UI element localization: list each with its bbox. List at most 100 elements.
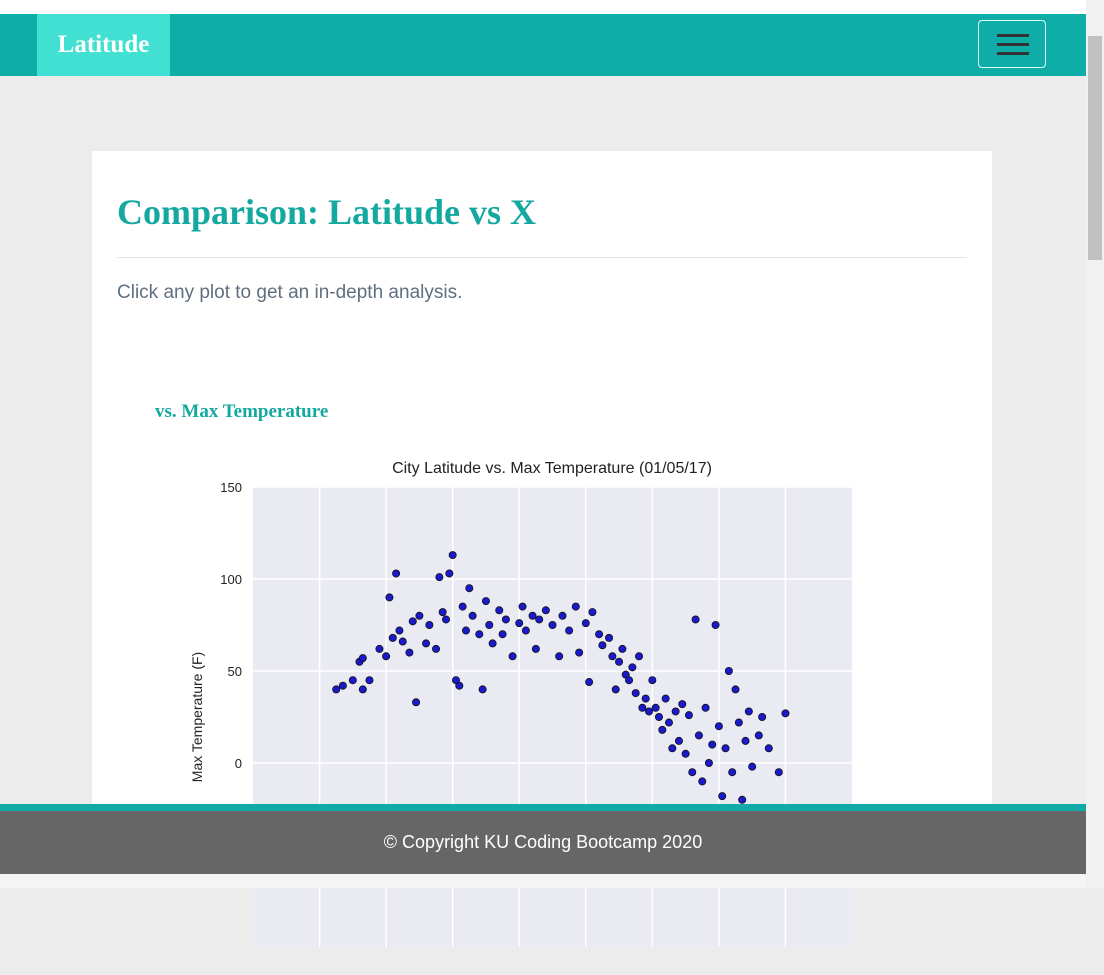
point bbox=[688, 768, 697, 777]
footer: © Copyright KU Coding Bootcamp 2020 bbox=[0, 804, 1086, 874]
point bbox=[635, 652, 644, 661]
point bbox=[555, 652, 564, 661]
point bbox=[518, 602, 527, 611]
point bbox=[515, 619, 524, 628]
point bbox=[385, 593, 394, 602]
point bbox=[478, 685, 487, 694]
point bbox=[588, 608, 597, 617]
menu-bar bbox=[997, 43, 1029, 46]
chart[interactable]: City Latitude vs. Max Temperature (01/05… bbox=[180, 455, 880, 975]
divider bbox=[117, 257, 967, 258]
point bbox=[392, 569, 401, 578]
intro-text: Click any plot to get an in-depth analys… bbox=[117, 282, 463, 303]
point bbox=[488, 639, 497, 648]
point bbox=[581, 619, 590, 628]
point bbox=[485, 620, 494, 629]
point bbox=[628, 663, 637, 672]
point bbox=[398, 637, 407, 646]
point bbox=[365, 676, 374, 685]
point bbox=[521, 626, 530, 635]
point bbox=[548, 620, 557, 629]
point bbox=[448, 551, 457, 560]
point bbox=[558, 611, 567, 620]
point bbox=[698, 777, 707, 786]
point bbox=[422, 639, 431, 648]
y-tick-label: 150 bbox=[220, 480, 242, 495]
point bbox=[714, 722, 723, 731]
point bbox=[718, 792, 727, 801]
point bbox=[645, 707, 654, 716]
navbar: Latitude bbox=[0, 14, 1086, 76]
point bbox=[694, 731, 703, 740]
point bbox=[781, 709, 790, 718]
point bbox=[461, 626, 470, 635]
point bbox=[382, 652, 391, 661]
point bbox=[445, 569, 454, 578]
brand[interactable]: Latitude bbox=[37, 14, 170, 76]
point bbox=[668, 744, 677, 753]
point bbox=[408, 617, 417, 626]
point bbox=[758, 712, 767, 721]
point bbox=[468, 611, 477, 620]
page-title: Comparison: Latitude vs X bbox=[117, 192, 537, 232]
menu-bar bbox=[997, 34, 1029, 37]
point bbox=[358, 685, 367, 694]
point bbox=[455, 681, 464, 690]
footer-text: © Copyright KU Coding Bootcamp 2020 bbox=[383, 832, 703, 852]
point bbox=[465, 584, 474, 593]
y-tick-label: 0 bbox=[235, 756, 242, 771]
point bbox=[671, 707, 680, 716]
plot-heading[interactable]: vs. Max Temperature bbox=[155, 401, 329, 422]
scroll-thumb[interactable] bbox=[1088, 36, 1102, 260]
scrollbar[interactable] bbox=[1086, 0, 1104, 888]
point bbox=[405, 648, 414, 657]
point bbox=[348, 676, 357, 685]
point bbox=[565, 626, 574, 635]
point bbox=[618, 644, 627, 653]
y-tick-label: 100 bbox=[220, 572, 242, 587]
browser-strip bbox=[0, 874, 1086, 888]
point bbox=[432, 644, 441, 653]
point bbox=[412, 698, 421, 707]
point bbox=[375, 644, 384, 653]
point bbox=[495, 606, 504, 615]
point bbox=[388, 633, 397, 642]
point bbox=[615, 657, 624, 666]
y-axis-label: Max Temperature (F) bbox=[189, 652, 205, 782]
point bbox=[541, 606, 550, 615]
point bbox=[395, 626, 404, 635]
point bbox=[575, 648, 584, 657]
point bbox=[638, 703, 647, 712]
point bbox=[721, 744, 730, 753]
point bbox=[741, 736, 750, 745]
point bbox=[611, 685, 620, 694]
menu-bar bbox=[997, 52, 1029, 55]
point bbox=[585, 678, 594, 687]
point bbox=[608, 652, 617, 661]
point bbox=[501, 615, 510, 624]
point bbox=[358, 654, 367, 663]
point bbox=[625, 676, 634, 685]
menu-toggle[interactable] bbox=[978, 20, 1046, 68]
point bbox=[605, 633, 614, 642]
point bbox=[658, 725, 667, 734]
point bbox=[595, 630, 604, 639]
point bbox=[475, 630, 484, 639]
point bbox=[701, 703, 710, 712]
point bbox=[338, 681, 347, 690]
point bbox=[531, 644, 540, 653]
point bbox=[415, 611, 424, 620]
point bbox=[724, 666, 733, 675]
point bbox=[744, 707, 753, 716]
point bbox=[728, 768, 737, 777]
chart-title: City Latitude vs. Max Temperature (01/05… bbox=[392, 460, 712, 477]
point bbox=[438, 608, 447, 617]
point bbox=[684, 711, 693, 720]
point bbox=[648, 676, 657, 685]
point bbox=[774, 768, 783, 777]
point bbox=[508, 652, 517, 661]
point bbox=[651, 703, 660, 712]
point bbox=[332, 685, 341, 694]
point bbox=[498, 630, 507, 639]
point bbox=[528, 611, 537, 620]
